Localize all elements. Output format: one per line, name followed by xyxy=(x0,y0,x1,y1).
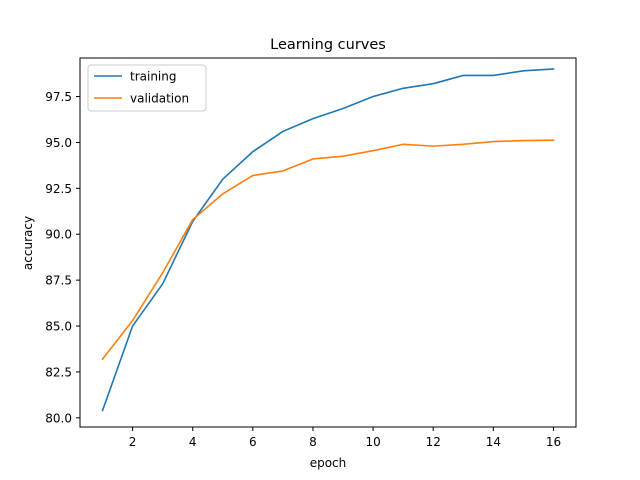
y-tick-label: 82.5 xyxy=(45,365,72,379)
plot-area xyxy=(79,57,577,428)
chart-title: Learning curves xyxy=(270,37,386,53)
y-tick-label: 95.0 xyxy=(45,136,72,150)
axes-frame xyxy=(79,57,577,428)
legend-label-training: training xyxy=(130,70,177,84)
x-tick-label: 4 xyxy=(189,435,197,449)
x-tick-label: 6 xyxy=(249,435,257,449)
x-tick-label: 8 xyxy=(309,435,317,449)
x-tick-label: 10 xyxy=(365,435,380,449)
y-tick-label: 92.5 xyxy=(45,182,72,196)
x-axis: 2 4 6 8 10 12 14 16 xyxy=(129,427,561,449)
x-tick-label: 16 xyxy=(546,435,561,449)
legend: training validation xyxy=(87,64,207,112)
y-axis: 80.0 82.5 85.0 87.5 90.0 92.5 95.0 97.5 xyxy=(45,90,80,425)
series-lines xyxy=(101,68,555,412)
x-tick-label: 12 xyxy=(426,435,441,449)
legend-label-validation: validation xyxy=(130,92,189,106)
y-tick-label: 85.0 xyxy=(45,320,72,334)
x-tick-label: 14 xyxy=(486,435,501,449)
x-tick-label: 2 xyxy=(129,435,137,449)
y-axis-title: accuracy xyxy=(21,216,35,270)
x-axis-title: epoch xyxy=(310,456,347,470)
series-line-validation xyxy=(101,139,555,361)
y-tick-label: 90.0 xyxy=(45,228,72,242)
y-tick-label: 87.5 xyxy=(45,274,72,288)
y-tick-label: 97.5 xyxy=(45,90,72,104)
y-tick-label: 80.0 xyxy=(45,411,72,425)
series-line-training xyxy=(101,68,555,412)
